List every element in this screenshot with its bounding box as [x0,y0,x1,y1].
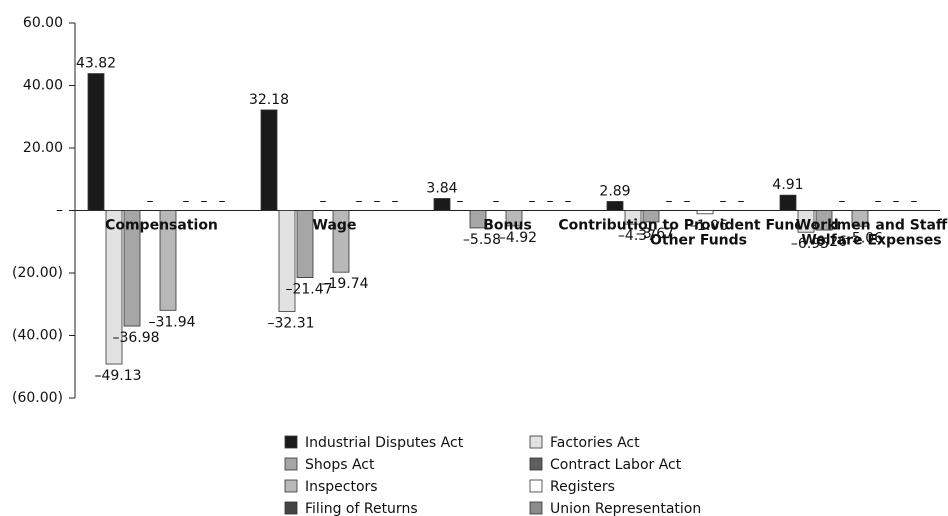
data-label: –4.92 [499,230,537,246]
legend-label: Shops Act [305,457,375,473]
bar [260,109,278,211]
data-label: – [201,194,208,210]
bar [851,210,869,227]
data-label: –31.94 [148,314,195,330]
bar [469,210,487,229]
bar [815,210,833,231]
data-label: – [911,194,918,210]
data-label: – [219,194,226,210]
data-label: 32.18 [249,92,289,108]
bar [797,210,815,233]
y-tick-label: 20.00 [23,140,63,156]
legend-swatch [284,501,298,515]
data-label: – [356,194,363,210]
bar [296,210,314,278]
data-label: – [547,194,554,210]
data-label: 43.82 [76,56,116,72]
bar [278,210,296,312]
bar [505,210,523,227]
data-label: – [147,194,154,210]
data-label: –19.74 [321,276,368,292]
legend-label: Registers [550,479,615,495]
data-label: –5.58 [463,232,501,248]
legend-label: Industrial Disputes Act [305,435,464,451]
legend-swatch [529,501,543,515]
data-label: –1.06 [690,218,728,234]
x-tick-label: Wage [313,218,357,234]
bar [642,210,660,223]
data-label: – [839,194,846,210]
data-label: – [392,194,399,210]
y-tick-label: – [56,203,63,219]
y-tick-label: 40.00 [23,78,63,94]
legend-swatch [529,435,543,449]
data-label: –4.37 [618,228,656,244]
bar [87,73,105,211]
x-tick-label: Bonus [483,218,532,234]
bar [606,201,624,211]
data-label: – [565,194,572,210]
data-label: –5.06 [845,230,883,246]
bar [105,210,123,365]
data-label: –49.13 [94,368,141,384]
legend-swatch [529,457,543,471]
data-label: –36.98 [112,330,159,346]
x-tick-label: Workmen and Staff Welfare Expenses [796,218,948,249]
y-tick-label: (20.00) [12,265,63,281]
y-tick-label: (60.00) [12,390,63,406]
data-label: –6.95 [791,236,829,252]
data-label: –32.31 [267,315,314,331]
data-label: – [893,194,900,210]
y-tick-label: 60.00 [23,15,63,31]
legend-label: Inspectors [305,479,378,495]
bar [332,210,350,273]
data-label: –6.26 [809,234,847,250]
bar [779,194,797,211]
legend-label: Filing of Returns [305,501,418,516]
data-label: 3.84 [426,181,457,197]
x-tick-label: Contribution to Provident Fund and Other … [558,218,838,249]
x-tick-label: Compensation [105,218,218,234]
bar [123,210,141,327]
data-label: 2.89 [599,183,630,199]
data-label: – [684,194,691,210]
data-label: – [183,194,190,210]
data-label: 4.91 [772,177,803,193]
legend-swatch [284,457,298,471]
y-tick-label: (40.00) [12,328,63,344]
data-label: – [374,194,381,210]
data-label: – [666,194,673,210]
data-label: – [738,194,745,210]
bar [696,210,714,215]
bar [159,210,177,311]
data-label: – [457,194,464,210]
data-label: – [320,194,327,210]
data-label: –21.47 [285,282,332,298]
legend-swatch [284,435,298,449]
bar [624,210,642,225]
legend-swatch [284,479,298,493]
legend-label: Factories Act [550,435,640,451]
bar [433,198,451,211]
data-label: –3.67 [636,226,674,242]
legend-swatch [529,479,543,493]
legend-label: Union Representation [550,501,701,516]
data-label: – [529,194,536,210]
data-label: – [493,194,500,210]
data-label: – [875,194,882,210]
legend-label: Contract Labor Act [550,457,682,473]
data-label: – [720,194,727,210]
